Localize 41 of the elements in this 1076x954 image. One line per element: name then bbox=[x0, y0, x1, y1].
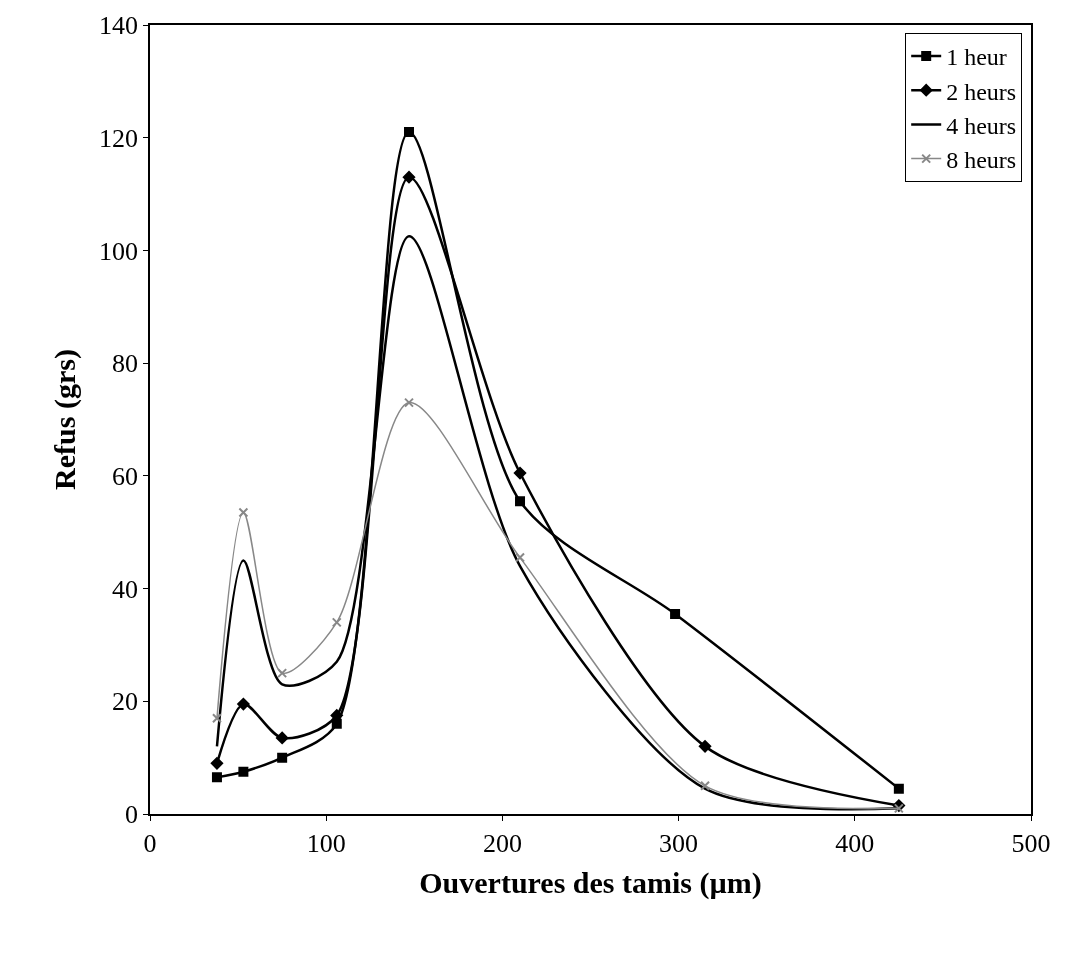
point bbox=[893, 803, 904, 814]
point bbox=[238, 766, 249, 777]
point bbox=[211, 772, 222, 783]
y-tick-label: 120 bbox=[99, 123, 139, 153]
legend-label: 4 heurs bbox=[946, 112, 1017, 139]
point bbox=[513, 466, 527, 480]
point bbox=[331, 718, 342, 729]
point bbox=[402, 170, 416, 184]
y-tick-label: 60 bbox=[112, 461, 139, 491]
point bbox=[698, 740, 712, 753]
point bbox=[331, 617, 342, 628]
point bbox=[277, 668, 288, 679]
point bbox=[210, 757, 224, 770]
legend-label: 8 heurs bbox=[946, 146, 1017, 173]
legend-label: 1 heur bbox=[946, 44, 1007, 71]
legend-label: 2 heurs bbox=[946, 78, 1017, 105]
x-tick-label: 400 bbox=[835, 828, 875, 858]
point bbox=[275, 731, 289, 745]
point bbox=[893, 783, 904, 794]
x-tick-label: 300 bbox=[659, 828, 699, 858]
x-axis-title: Ouvertures des tamis (µm) bbox=[419, 865, 762, 900]
point bbox=[515, 496, 526, 507]
y-tick-label: 40 bbox=[112, 574, 139, 604]
y-axis-title: Refus (grs) bbox=[47, 349, 82, 490]
point bbox=[277, 752, 288, 763]
point bbox=[211, 713, 222, 724]
y-tick-label: 0 bbox=[125, 800, 139, 830]
point bbox=[404, 127, 415, 138]
point bbox=[237, 697, 250, 711]
x-tick-label: 200 bbox=[482, 828, 522, 858]
y-tick-label: 20 bbox=[112, 687, 139, 717]
point bbox=[404, 397, 415, 408]
point bbox=[238, 507, 249, 518]
y-tick-label: 80 bbox=[112, 349, 139, 379]
x-tick-label: 500 bbox=[1011, 828, 1051, 858]
y-tick-label: 100 bbox=[99, 236, 139, 266]
point bbox=[700, 780, 711, 791]
point bbox=[670, 608, 681, 619]
x-tick-label: 100 bbox=[306, 828, 346, 858]
point bbox=[515, 552, 526, 563]
y-tick-label: 140 bbox=[99, 11, 139, 41]
